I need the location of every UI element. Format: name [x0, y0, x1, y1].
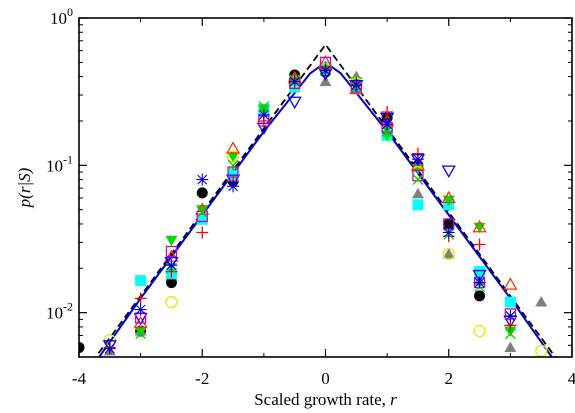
data-point [535, 344, 548, 357]
data-point [133, 315, 148, 329]
data-point [165, 259, 178, 272]
data-point [473, 324, 486, 338]
data-point [442, 247, 455, 261]
data-point [225, 141, 241, 154]
x-tick-label: 0 [321, 369, 330, 388]
data-point [165, 295, 178, 309]
y-tick-label: 10-1 [46, 152, 73, 175]
data-point [319, 64, 332, 77]
data-point [412, 170, 424, 182]
data-point [504, 341, 517, 353]
data-point [412, 174, 424, 186]
data-point [441, 165, 456, 178]
data-point [441, 190, 456, 204]
y-axis-label: p(r|S) [15, 167, 34, 208]
x-axis-label: Scaled growth rate, r [254, 390, 397, 409]
data-point [258, 101, 270, 113]
data-point [227, 159, 239, 171]
data-point [410, 158, 426, 171]
data-point [504, 326, 517, 338]
data-point [472, 219, 487, 233]
data-point [257, 108, 270, 121]
x-tick-label: 4 [568, 369, 575, 388]
data-point [134, 303, 147, 316]
data-point [411, 187, 424, 199]
data-point [411, 153, 424, 166]
data-point [287, 96, 302, 110]
data-point [134, 292, 147, 305]
data-point [442, 248, 455, 259]
x-tick-label: -2 [195, 369, 209, 388]
data-point [472, 269, 487, 283]
data-point [79, 342, 85, 354]
data-point [443, 218, 455, 230]
axis-ticks [78, 17, 573, 357]
data-point [503, 277, 518, 290]
data-point [473, 238, 486, 251]
y-tick-label: 100 [50, 5, 73, 28]
data-point [381, 118, 394, 131]
data-point [196, 226, 209, 239]
data-point [227, 180, 240, 193]
plot-markers [79, 55, 548, 357]
data-point [288, 75, 301, 88]
y-tick-label: 10-2 [46, 300, 73, 323]
data-point [196, 213, 208, 225]
data-point [196, 187, 208, 199]
data-point [135, 275, 147, 287]
data-point [134, 326, 147, 338]
data-point [350, 79, 363, 92]
data-point [196, 206, 208, 218]
data-point [381, 106, 394, 119]
data-point [165, 277, 177, 289]
data-point [474, 266, 486, 278]
x-tick-label: -4 [72, 369, 87, 388]
data-point [196, 173, 209, 186]
data-point [226, 150, 240, 163]
x-tick-label: 2 [445, 369, 454, 388]
data-point [103, 342, 116, 355]
data-point [535, 296, 548, 307]
data-point [227, 151, 240, 163]
dashed-fit-line [94, 43, 557, 357]
data-point [504, 328, 516, 340]
solid-fit-line [97, 61, 554, 357]
data-point [165, 245, 178, 258]
data-point [442, 226, 455, 239]
data-point [165, 235, 178, 247]
data-point [225, 174, 241, 187]
data-point [319, 75, 332, 87]
data-point [504, 296, 516, 308]
data-point [474, 290, 486, 302]
data-point [412, 199, 424, 211]
data-point [381, 130, 394, 142]
data-point [135, 328, 147, 340]
data-point [504, 309, 517, 322]
tick-labels: -4 -2 0 2 4 10-2 10-1 100 [46, 5, 575, 388]
data-point [473, 276, 486, 289]
plot-lines [94, 43, 557, 357]
